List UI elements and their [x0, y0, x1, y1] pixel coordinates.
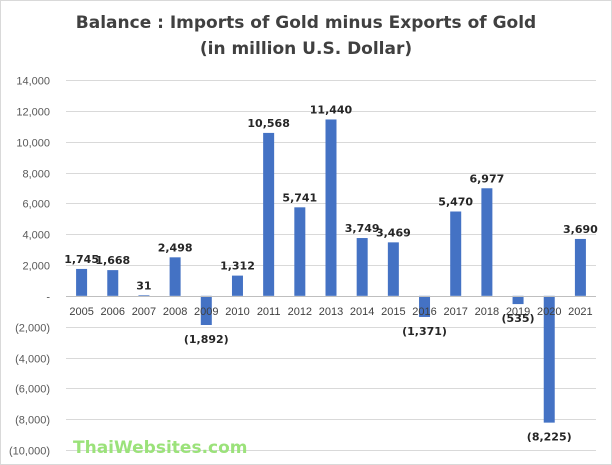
bar [107, 270, 119, 296]
bar [76, 268, 88, 296]
y-tick-label: 8,000 [22, 169, 50, 181]
data-label: (8,225) [527, 431, 572, 444]
data-label: 3,690 [563, 223, 598, 236]
y-tick-label: 6,000 [22, 199, 50, 211]
data-label: 3,749 [345, 222, 380, 235]
x-tick-label: 2013 [319, 306, 343, 318]
y-tick-label: 10,000 [16, 138, 50, 150]
y-tick-label: (10,000) [9, 446, 50, 458]
y-tick-label: 12,000 [16, 107, 50, 119]
x-tick-label: 2012 [288, 306, 312, 318]
y-tick-label: (4,000) [15, 354, 50, 366]
data-label: 2,498 [158, 241, 193, 254]
watermark-logo: ThaiWebsites.com [73, 438, 248, 458]
bar [169, 257, 181, 296]
bar [200, 295, 212, 326]
x-tick-label: 2019 [506, 306, 530, 318]
chart-title-line-2: (in million U.S. Dollar) [199, 39, 413, 59]
data-label: 3,469 [376, 226, 411, 239]
data-label: 1,312 [220, 260, 255, 273]
y-tick-label: (8,000) [15, 415, 50, 427]
bar [263, 132, 275, 296]
data-label: (1,371) [402, 325, 447, 338]
chart-title: Balance : Imports of Gold minus Exports … [0, 10, 612, 62]
bar [450, 211, 462, 296]
bar [294, 207, 306, 296]
x-tick-label: 2021 [568, 306, 592, 318]
data-label: (535) [502, 312, 535, 325]
x-tick-label: 2011 [257, 306, 281, 318]
bar [574, 238, 586, 296]
data-label: 31 [136, 279, 151, 292]
data-label: 5,470 [438, 196, 473, 209]
data-label: 11,440 [310, 103, 353, 116]
bar [481, 188, 493, 296]
y-tick-label: 4,000 [22, 230, 50, 242]
data-label: 1,745 [64, 253, 99, 266]
data-label: 5,741 [282, 191, 317, 204]
bar [512, 295, 524, 305]
bar [231, 275, 243, 296]
x-tick-label: 2008 [163, 306, 187, 318]
y-tick-label: (2,000) [15, 323, 50, 335]
bar [387, 242, 399, 296]
data-label: 6,977 [469, 172, 504, 185]
bar [138, 295, 150, 297]
x-tick-label: 2014 [350, 306, 374, 318]
x-tick-label: 2007 [132, 306, 156, 318]
chart-title-line-1: Balance : Imports of Gold minus Exports … [75, 13, 537, 33]
x-tick-label: 2020 [537, 306, 561, 318]
x-axis-tick-labels: 2005 2006 2007 2008 2009 2010 2011 2012 2013 2014… [69, 306, 592, 318]
y-axis-tick-labels: 14,000 12,000 10,000 8,000 6,000 4,000 2,000 - (… [9, 76, 50, 458]
bar [543, 295, 555, 423]
x-tick-label: 2015 [381, 306, 405, 318]
y-tick-label: (6,000) [15, 384, 50, 396]
y-tick-label: 14,000 [16, 76, 50, 88]
data-label: (1,892) [184, 333, 229, 346]
x-tick-label: 2017 [443, 306, 467, 318]
x-tick-label: 2005 [69, 306, 93, 318]
bar [419, 295, 431, 317]
x-tick-label: 2006 [101, 306, 125, 318]
data-label: 1,668 [95, 254, 130, 267]
x-tick-label: 2010 [225, 306, 249, 318]
bar [356, 238, 368, 296]
y-tick-label: 2,000 [22, 261, 50, 273]
bar [325, 119, 337, 296]
x-tick-label: 2018 [475, 306, 499, 318]
data-label: 10,568 [247, 117, 289, 130]
bars [76, 119, 586, 423]
y-tick-label: - [46, 292, 50, 304]
x-tick-label: 2009 [194, 306, 218, 318]
x-tick-label: 2016 [412, 306, 436, 318]
